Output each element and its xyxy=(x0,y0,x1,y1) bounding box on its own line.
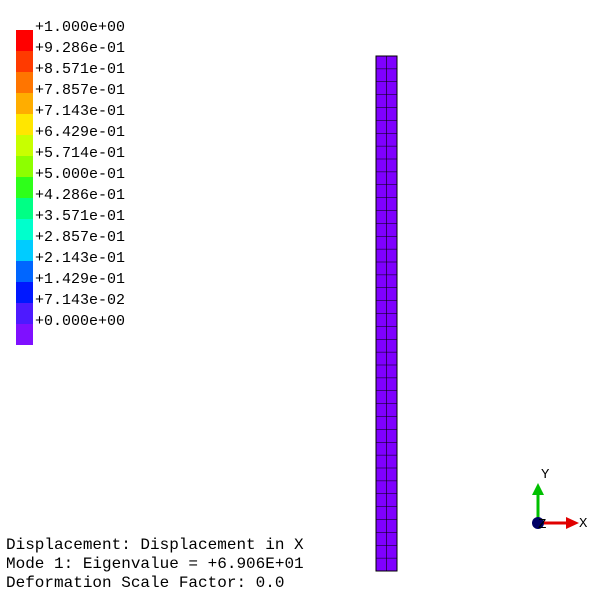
z-axis-label: Z xyxy=(538,517,546,533)
legend-swatch xyxy=(16,219,33,240)
legend-swatch xyxy=(16,324,33,345)
legend-swatch xyxy=(16,240,33,261)
legend-value-label: +5.714e-01 xyxy=(35,145,125,162)
legend-swatch xyxy=(16,198,33,219)
legend-value-label: +0.000e+00 xyxy=(35,313,125,330)
x-axis-label: X xyxy=(579,516,588,532)
legend-swatch xyxy=(16,282,33,303)
info-result-line: Displacement: Displacement in X xyxy=(6,536,304,554)
info-scale-line: Deformation Scale Factor: 0.0 xyxy=(6,574,284,592)
legend-swatch xyxy=(16,72,33,93)
legend-swatch xyxy=(16,114,33,135)
legend-value-label: +7.143e-01 xyxy=(35,103,125,120)
z-axis-dot-icon xyxy=(532,517,544,529)
legend-value-label: +1.000e+00 xyxy=(35,19,125,36)
axis-triad: Y X Z xyxy=(532,467,588,533)
legend-swatch xyxy=(16,93,33,114)
legend-swatch xyxy=(16,156,33,177)
legend-value-label: +5.000e-01 xyxy=(35,166,125,183)
legend-value-label: +3.571e-01 xyxy=(35,208,125,225)
legend-value-label: +2.857e-01 xyxy=(35,229,125,246)
legend-value-label: +9.286e-01 xyxy=(35,40,125,57)
legend-swatch xyxy=(16,30,33,51)
legend-color-bar xyxy=(16,30,33,345)
info-mode-line: Mode 1: Eigenvalue = +6.906E+01 xyxy=(6,555,304,573)
legend-value-label: +7.857e-01 xyxy=(35,82,125,99)
contour-legend: +1.000e+00 +9.286e-01 +8.571e-01 +7.857e-01… xyxy=(16,19,125,345)
legend-swatch xyxy=(16,261,33,282)
legend-swatch xyxy=(16,51,33,72)
legend-value-label: +2.143e-01 xyxy=(35,250,125,267)
legend-value-label: +7.143e-02 xyxy=(35,292,125,309)
fe-mesh-column[interactable] xyxy=(375,55,398,572)
legend-value-label: +1.429e-01 xyxy=(35,271,125,288)
legend-swatch xyxy=(16,177,33,198)
legend-labels: +1.000e+00 +9.286e-01 +8.571e-01 +7.857e-01… xyxy=(35,19,125,330)
y-axis-label: Y xyxy=(541,467,550,483)
legend-value-label: +8.571e-01 xyxy=(35,61,125,78)
legend-value-label: +4.286e-01 xyxy=(35,187,125,204)
legend-swatch xyxy=(16,135,33,156)
legend-value-label: +6.429e-01 xyxy=(35,124,125,141)
legend-swatch xyxy=(16,303,33,324)
info-text: Displacement: Displacement in X Mode 1: … xyxy=(6,536,304,592)
